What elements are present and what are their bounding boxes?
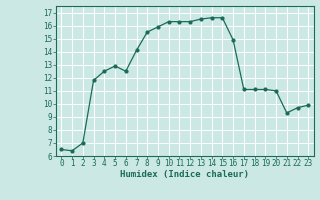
X-axis label: Humidex (Indice chaleur): Humidex (Indice chaleur) xyxy=(120,170,249,179)
